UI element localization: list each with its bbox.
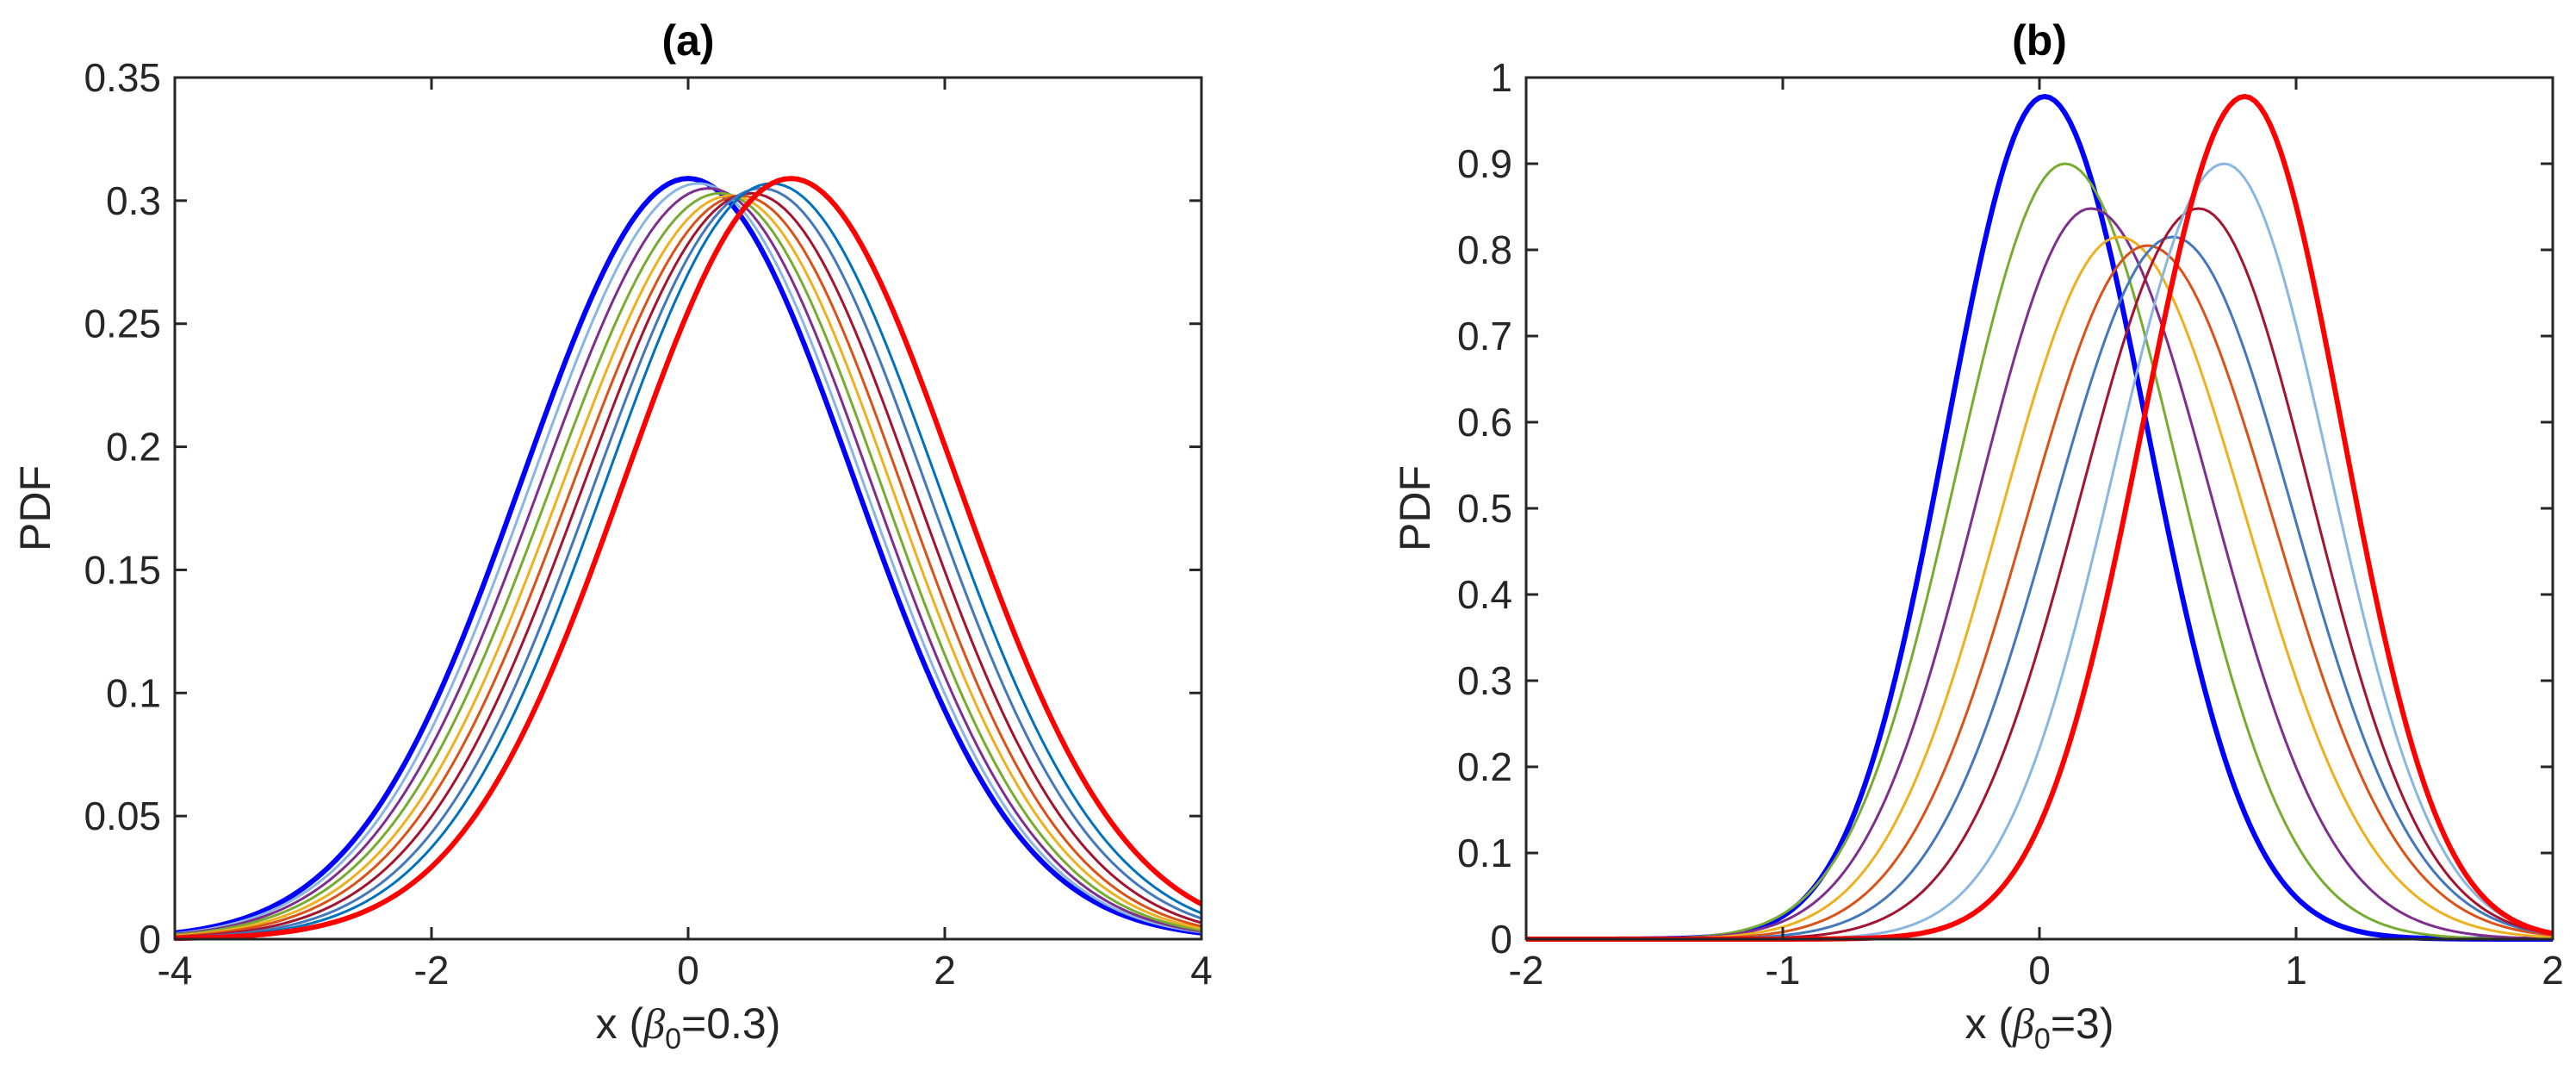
panel-b-xlabel-suffix: =3) (2051, 999, 2114, 1048)
panel-a-xtick-label: 2 (934, 948, 956, 993)
panel-a-xtick-label: -4 (158, 948, 193, 993)
panel-b-xtick-label: -1 (1766, 948, 1801, 993)
panel-b-title: (b) (2012, 16, 2067, 65)
panel-b-xlabel: x (β0=3) (1965, 999, 2114, 1055)
panel-a-title: (a) (661, 16, 714, 65)
panel-b-ticks: -2 -1 0 1 2 0 0.1 0.2 0.3 0.4 0.5 0.6 0.7 0.8 0.9 1 (1457, 55, 2564, 993)
panel-b-series-s9 (1526, 94, 2554, 942)
panel-b-xlabel-beta: β (2012, 999, 2034, 1048)
panel-b-ytick-label: 0.4 (1457, 572, 1512, 617)
panel-a-series-s7 (174, 191, 1202, 939)
panel-a-ytick-label: 0.15 (84, 547, 161, 592)
panel-b-ytick-label: 0.9 (1457, 141, 1512, 186)
panel-b-ytick-label: 1 (1490, 55, 1512, 100)
panel-a-ytick-label: 0.35 (84, 55, 161, 100)
panel-a-xlabel-beta: β (642, 999, 665, 1048)
panel-b-xtick-label: 2 (2542, 948, 2564, 993)
panel-a-xtick-label: 0 (677, 948, 699, 993)
panel-b-series-s5 (1526, 244, 2554, 941)
panel-b-xlabel-subscript: 0 (2034, 1023, 2051, 1055)
panel-a-ytick-label: 0.05 (84, 794, 161, 838)
panel-a-ytick-label: 0.2 (106, 425, 161, 470)
panel-b-xtick-label: 1 (2285, 948, 2307, 993)
panel-a-series-s6 (174, 194, 1202, 938)
panel-a-series-s3 (174, 187, 1202, 936)
panel-a-xtick-label: 4 (1190, 948, 1213, 993)
panel-b-xtick-label: 0 (2028, 948, 2051, 993)
panel-a-ytick-label: 0.3 (106, 178, 161, 223)
panel-b-ytick-label: 0.3 (1457, 658, 1512, 703)
panel-a-series-s5 (174, 194, 1202, 937)
panel-a-xlabel-suffix: =0.3) (681, 999, 780, 1048)
panel-b-ytick-label: 0.5 (1457, 486, 1512, 531)
panel-a-xlabel: x (β0=0.3) (596, 999, 781, 1055)
panel-b-ylabel: PDF (1391, 465, 1439, 551)
panel-b-series-s4 (1526, 235, 2554, 941)
panel-a-ytick-label: 0.1 (106, 670, 161, 715)
panel-b-ytick-label: 0.7 (1457, 314, 1512, 358)
panel-a-ytick-label: 0 (139, 917, 161, 962)
panel-b-ytick-label: 0 (1490, 917, 1512, 962)
panel-a-series-s1 (174, 176, 1202, 936)
panel-a-series-s2 (174, 182, 1202, 936)
panel-b-curves (1526, 94, 2554, 942)
panel-b-ytick-label: 0.1 (1457, 831, 1512, 875)
panel-b-series-s1 (1526, 94, 2554, 942)
panel-a-ytick-label: 0.25 (84, 302, 161, 346)
panel-a-ticks: -4 -2 0 2 4 0 0.05 0.1 0.15 0.2 0.25 0.3 0.35 (84, 55, 1212, 993)
panel-a-curves (174, 176, 1203, 942)
panel-b-ytick-label: 0.8 (1457, 227, 1512, 272)
panel-b-series-s6 (1526, 235, 2554, 941)
panel-a-ylabel: PDF (11, 465, 59, 551)
panel-b: (b) -2 -1 0 1 2 0 0.1 0.2 0.3 0.4 0.5 0.6 0.7 0.8 0.9 1… (1391, 16, 2564, 1055)
panel-a-xlabel-prefix: x ( (596, 999, 644, 1048)
panel-a-series-s9 (174, 182, 1202, 940)
panel-a-series-s4 (174, 191, 1202, 937)
panel-a-xtick-label: -2 (414, 948, 450, 993)
panel-b-xlabel-prefix: x ( (1965, 999, 2013, 1048)
panel-b-ytick-label: 0.2 (1457, 744, 1512, 789)
panel-a-xlabel-subscript: 0 (665, 1023, 681, 1055)
panel-b-ytick-label: 0.6 (1457, 400, 1512, 445)
panel-b-xtick-label: -2 (1509, 948, 1544, 993)
panel-b-axes-box (1524, 76, 2554, 941)
panel-a-series-s10 (174, 176, 1203, 942)
panel-a-series-s8 (174, 187, 1202, 939)
panel-a: (a) -4 -2 0 2 4 0 0.05 0.1 0.15 0.2 0.25 0.3 0.35 PD… (11, 16, 1213, 1055)
